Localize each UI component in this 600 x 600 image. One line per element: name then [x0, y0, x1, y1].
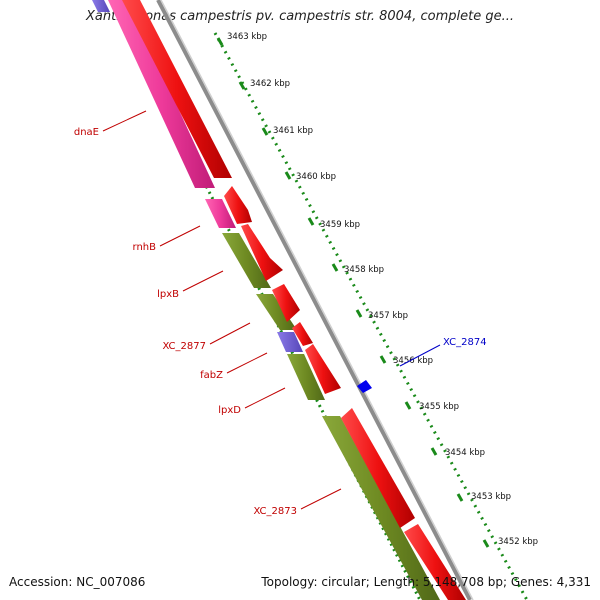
gene-label-XC_2873[interactable]: XC_2873	[253, 506, 297, 517]
ruler-label-3459: 3459 kbp	[320, 220, 360, 230]
gene-label-XC_2874[interactable]: XC_2874	[443, 337, 487, 348]
gene-label-dnaE[interactable]: dnaE	[74, 127, 99, 138]
genome-backbone-highlight	[161, 0, 473, 600]
ruler-label-3462: 3462 kbp	[250, 79, 290, 89]
gene-label-lpxD[interactable]: lpxD	[218, 405, 241, 416]
ruler-label-3457: 3457 kbp	[368, 311, 408, 321]
gene-label-rnhB[interactable]: rnhB	[133, 242, 157, 253]
genome-summary-text: Topology: circular; Length: 5,148,708 bp…	[261, 575, 591, 589]
gene-label-fabZ[interactable]: fabZ	[200, 370, 223, 381]
ruler-label-3454: 3454 kbp	[445, 448, 485, 458]
ruler-label-3458: 3458 kbp	[344, 265, 384, 275]
gene-label-lpxB[interactable]: lpxB	[157, 289, 179, 300]
genome-backbone	[158, 0, 470, 600]
ruler-label-3452: 3452 kbp	[498, 537, 538, 547]
gene-dnaE-feature[interactable]	[108, 0, 215, 188]
genome-map-canvas: 3463 kbp 3462 kbp 3461 kbp 3460 kbp 3459…	[0, 0, 600, 600]
genome-map-view: Xanthomonas campestris pv. campestris st…	[0, 0, 600, 600]
gene-top-purple-feature[interactable]	[92, 0, 110, 12]
gene-label-XC_2877[interactable]: XC_2877	[162, 341, 206, 352]
cds-forward-long-top[interactable]	[122, 0, 232, 178]
ruler-label-3453: 3453 kbp	[471, 492, 511, 502]
ruler-label-3456: 3456 kbp	[393, 356, 433, 366]
ruler-label-3460: 3460 kbp	[296, 172, 336, 182]
ruler-label-3455: 3455 kbp	[419, 402, 459, 412]
ruler-label-3461: 3461 kbp	[273, 126, 313, 136]
ruler-label-3463: 3463 kbp	[227, 32, 267, 42]
accession-text: Accession: NC_007086	[9, 575, 145, 589]
